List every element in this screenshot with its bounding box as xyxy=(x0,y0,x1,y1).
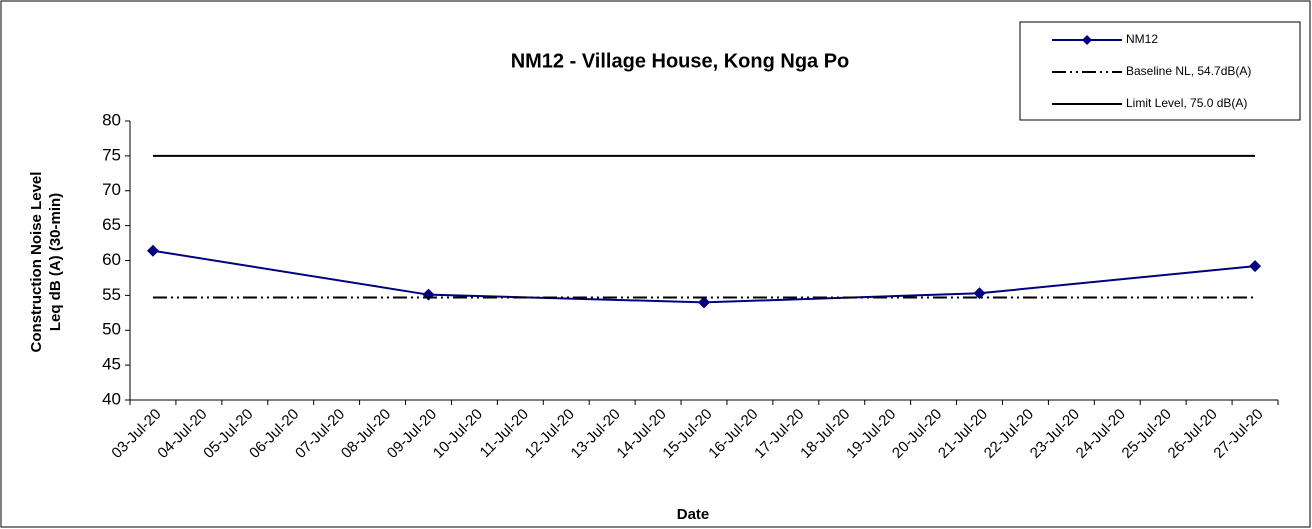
y-tick-label: 50 xyxy=(102,320,121,339)
legend-label: NM12 xyxy=(1126,32,1158,46)
y-axis-title-line: Construction Noise Level xyxy=(28,172,45,353)
y-tick-label: 65 xyxy=(102,215,121,234)
chart-title: NM12 - Village House, Kong Nga Po xyxy=(511,50,850,72)
legend-label: Baseline NL, 54.7dB(A) xyxy=(1126,64,1251,78)
data-point xyxy=(973,287,986,300)
y-tick-label: 60 xyxy=(102,250,121,269)
data-point xyxy=(146,244,159,257)
y-axis-title: Construction Noise Level Leq dB (A) (30-… xyxy=(28,172,64,353)
y-tick-label: 75 xyxy=(102,145,121,164)
legend-marker xyxy=(1082,35,1092,45)
legend-label: Limit Level, 75.0 dB(A) xyxy=(1126,96,1247,110)
y-tick-label: 45 xyxy=(102,355,121,374)
y-axis-title-line: Leq dB (A) (30-min) xyxy=(47,193,64,331)
data-point xyxy=(1249,260,1262,273)
data-point xyxy=(698,296,710,309)
y-tick-label: 70 xyxy=(102,180,121,199)
y-tick-label: 80 xyxy=(102,110,121,129)
y-tick-label: 40 xyxy=(102,389,121,408)
y-tick-label: 55 xyxy=(102,285,121,304)
x-axis-title: Date xyxy=(677,506,710,523)
